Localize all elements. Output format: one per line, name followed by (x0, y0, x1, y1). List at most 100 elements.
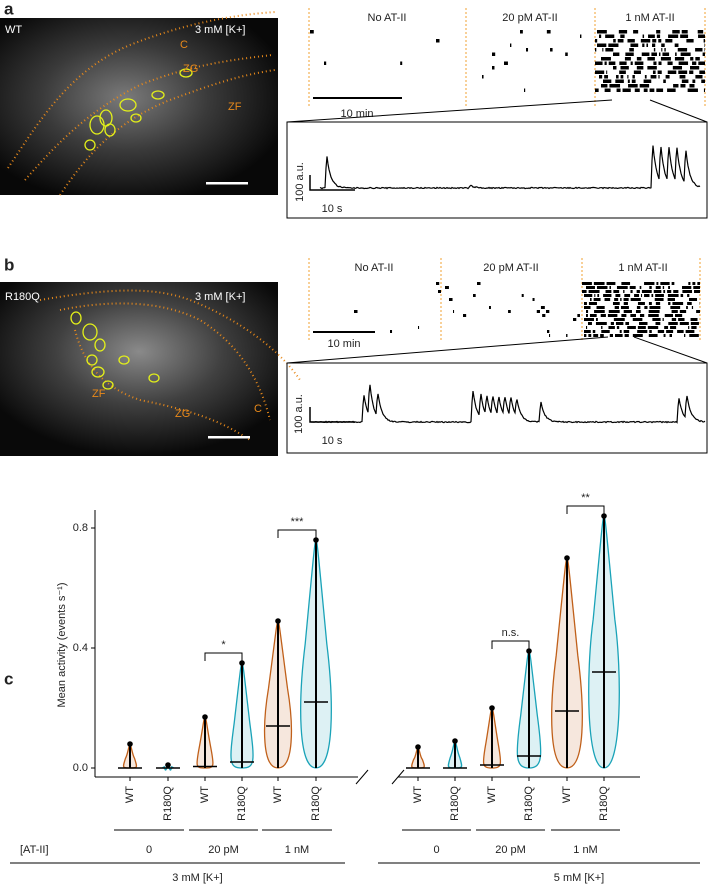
raster-event (632, 75, 635, 79)
raster-event (694, 290, 700, 293)
raster-event (618, 30, 628, 34)
raster-event (590, 298, 592, 301)
raster-event (697, 282, 700, 285)
raster-event (595, 318, 598, 321)
raster-event (627, 79, 630, 83)
raster-event (600, 334, 604, 337)
raster-event (703, 88, 705, 92)
raster-event (664, 314, 674, 317)
raster-event (648, 302, 652, 305)
raster-event (661, 48, 663, 52)
raster-event (675, 52, 677, 56)
raster-event (595, 48, 597, 52)
raster-event (658, 52, 661, 56)
raster-event (614, 298, 619, 301)
trace-box (286, 362, 708, 454)
raster-event (690, 66, 700, 70)
raster-event (526, 48, 529, 52)
raster-event (615, 322, 624, 325)
raster-event (613, 290, 620, 293)
raster-event (620, 66, 629, 70)
condition-label: 5 mM [K+] (554, 872, 604, 884)
raster-event (672, 66, 683, 70)
raster-event (504, 61, 508, 65)
raster-event (625, 52, 634, 56)
raster-event (619, 61, 627, 65)
raster-event (630, 43, 639, 47)
raster-event (647, 326, 659, 329)
raster-event (667, 70, 677, 74)
raster-event (593, 334, 599, 337)
raster-event (625, 322, 630, 325)
raster-event (619, 330, 622, 333)
raster-event (635, 310, 641, 313)
raster-event (589, 314, 597, 317)
raster-event (601, 57, 611, 61)
raster-event (612, 302, 620, 305)
max-point (165, 762, 171, 768)
significance-label: ** (581, 492, 590, 504)
raster-event (604, 298, 611, 301)
raster-event (597, 43, 607, 47)
significance-label: n.s. (502, 627, 520, 639)
raster-event (546, 30, 551, 34)
x-tick-label: WT (561, 786, 573, 803)
raster-event (595, 39, 598, 43)
raster-event (702, 52, 705, 56)
raster-event (628, 84, 638, 88)
raster-event (595, 322, 607, 325)
raster-event (681, 79, 689, 83)
raster-event (584, 306, 591, 309)
raster-event (627, 326, 636, 329)
raster-event (640, 39, 651, 43)
raster-event (608, 43, 619, 47)
raster-event (636, 290, 640, 293)
raster-event (662, 318, 664, 321)
significance-bracket (277, 529, 317, 538)
raster-event (436, 39, 440, 43)
raster-event (620, 306, 629, 309)
raster-event (667, 294, 679, 297)
raster-event (453, 310, 455, 313)
raster-event (631, 79, 636, 83)
raster-event (656, 282, 659, 285)
raster-event (438, 290, 441, 293)
raster-event (664, 326, 669, 329)
raster-event (688, 298, 698, 301)
raster-event (593, 282, 605, 285)
max-point (127, 741, 133, 747)
raster-event (642, 43, 645, 47)
raster-event (660, 282, 670, 285)
raster-event (671, 318, 677, 321)
raster-event (664, 48, 666, 52)
raster-event (622, 88, 631, 92)
raster-event (632, 334, 643, 337)
raster-event (508, 310, 511, 313)
violin-chart: 0.0 0.4 0.8 WT R180Q WT R180Q WT R180Q WT R180Q WT R… (10, 492, 700, 884)
zone-label: ZF (228, 101, 242, 113)
raster-event (682, 290, 693, 293)
raster-event (639, 286, 642, 289)
x-tick-label: WT (199, 786, 211, 803)
raster-event (616, 326, 620, 329)
group-label: 20 pM (495, 844, 526, 856)
raster-event (566, 334, 568, 337)
x-tick-label: WT (486, 786, 498, 803)
raster-event (690, 57, 694, 61)
raster-event (704, 48, 705, 52)
raster-event (677, 48, 688, 52)
raster-event (605, 290, 612, 293)
raster-event (673, 290, 679, 293)
raster-event (596, 306, 605, 309)
raster-event (584, 334, 587, 337)
raster-event (677, 330, 684, 333)
raster-event (594, 310, 605, 313)
raster-event (604, 61, 607, 65)
max-point (239, 660, 245, 666)
raster-event (354, 310, 358, 313)
raster-event (624, 334, 629, 337)
raster-event (623, 290, 625, 293)
raster-event (658, 39, 662, 43)
scale-label: 10 s (322, 435, 343, 447)
raster-event (687, 88, 698, 92)
